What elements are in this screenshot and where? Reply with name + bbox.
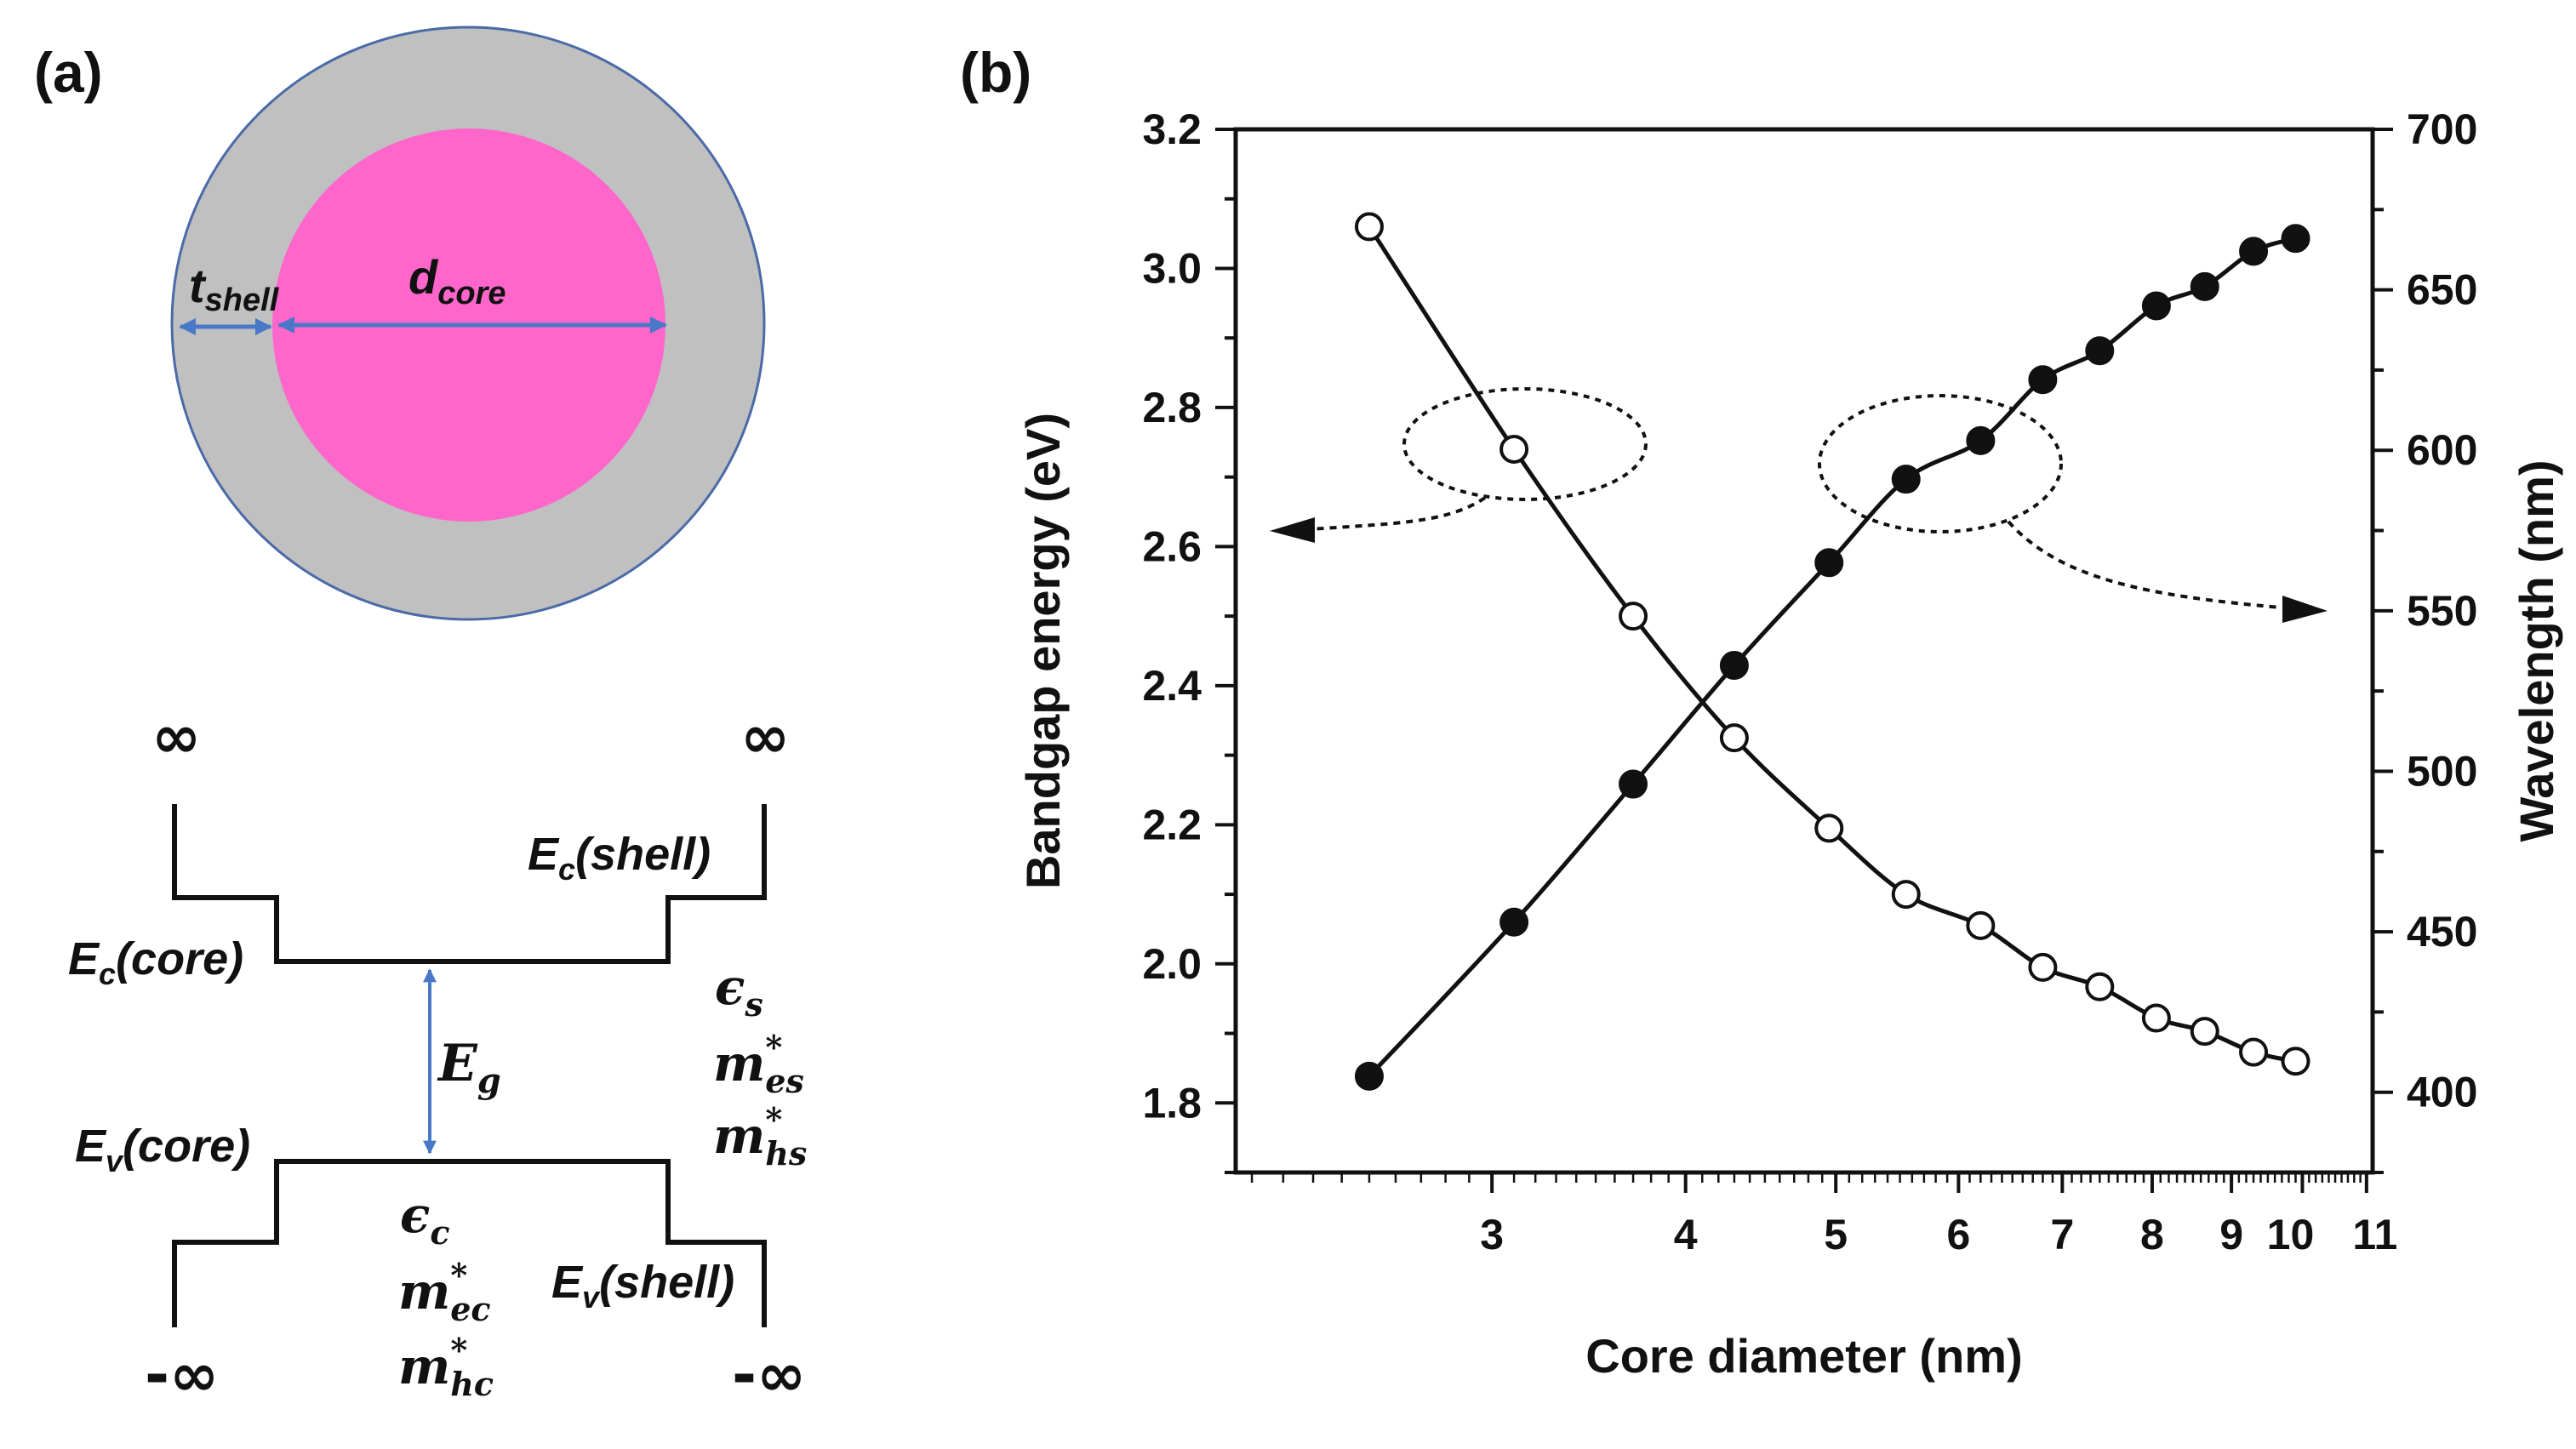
wavelength-point — [1719, 650, 1749, 680]
inf-top-left: ∞ — [151, 702, 201, 772]
wavelength-point — [2028, 365, 2058, 395]
eps-s-label: ϵs — [715, 958, 763, 1024]
y-right-axis-title: Wavelength (nm) — [2510, 459, 2563, 841]
bandgap-point — [2239, 1037, 2269, 1067]
panel-b: (b) 3 4 5 6 7 8 9 10 11 1.8 2.0 2.2 2.4 2.6 2.8 3.0 3.2 4… — [960, 41, 2563, 1383]
right-axis-arrowhead — [2282, 596, 2328, 623]
y-left-axis-title: Bandgap energy (eV) — [1016, 413, 1070, 889]
wavelength-point — [2085, 336, 2115, 366]
wavelength-point — [1814, 548, 1844, 578]
left-series-ellipse — [1402, 387, 1648, 501]
m-es-label: m* es — [713, 1028, 804, 1100]
bandgap-point — [1814, 813, 1844, 843]
bandgap-point — [2141, 1003, 2171, 1033]
x-tick-label: 5 — [1824, 1211, 1848, 1258]
x-tick-label: 9 — [2219, 1211, 2243, 1258]
bandgap-point — [2028, 952, 2058, 982]
ec-core-label: Ec(core) — [68, 933, 243, 991]
wavelength-point — [2281, 224, 2310, 254]
ev-core-label: Ev(core) — [75, 1121, 250, 1178]
chart: 3 4 5 6 7 8 9 10 11 1.8 2.0 2.2 2.4 2.6 2.8 3.0 3.2 400 45… — [1016, 106, 2563, 1383]
d-core-label: dcore — [408, 250, 506, 311]
bandgap-point — [2085, 972, 2115, 1001]
ec-shell-label: Ec(shell) — [528, 829, 711, 887]
m-hs-label: m* hs — [713, 1100, 807, 1172]
wavelength-point — [1354, 1061, 1384, 1091]
right-series-ellipse — [1818, 394, 2063, 533]
y-right-tick-label: 600 — [2407, 426, 2477, 474]
bandgap-point — [1499, 434, 1529, 464]
m-hc-label: m* hc — [398, 1331, 494, 1403]
y-left-tick-label: 1.8 — [1142, 1079, 1202, 1127]
inf-bottom-right: -∞ — [732, 1340, 806, 1410]
y-left-tick-label: 2.8 — [1142, 384, 1202, 431]
y-left-tick-label: 3.0 — [1142, 244, 1202, 292]
y-right-tick-label: 450 — [2407, 908, 2477, 956]
inf-bottom-left: -∞ — [145, 1340, 219, 1410]
bandgap-point — [1619, 602, 1648, 631]
right-axis-pointer — [2007, 520, 2282, 609]
x-tick-label: 6 — [1947, 1211, 1971, 1258]
ev-shell-label: Ev(shell) — [551, 1257, 734, 1315]
panel-b-label: (b) — [960, 41, 1031, 104]
bandgap-point — [2190, 1017, 2219, 1047]
band-diagram — [172, 804, 767, 1327]
eps-c-label: ϵc — [400, 1186, 449, 1252]
bandgap-point — [1719, 723, 1749, 753]
x-tick-label: 3 — [1480, 1211, 1504, 1258]
series-line-wavelength — [1368, 236, 2297, 1078]
inf-top-right: ∞ — [740, 702, 790, 772]
y-left-tick-label: 2.6 — [1142, 522, 1202, 570]
wavelength-point — [2141, 291, 2171, 321]
x-tick-label: 10 — [2267, 1211, 2315, 1258]
bandgap-point — [2281, 1047, 2310, 1076]
left-axis-arrowhead — [1270, 517, 1315, 543]
x-axis-title: Core diameter (nm) — [1585, 1329, 2022, 1383]
panel-a: (a) tshell dcore ∞ ∞ -∞ -∞ Ec(shell) Ec(… — [34, 26, 807, 1410]
wavelength-point — [2190, 271, 2219, 301]
x-tick-label: 4 — [1674, 1211, 1698, 1258]
valence-band-edge — [172, 1159, 767, 1327]
y-right-tick-label: 400 — [2407, 1069, 2477, 1116]
y-left-tick-label: 2.2 — [1142, 801, 1202, 848]
plot-frame — [1233, 127, 2375, 1175]
y-left-tick-label: 3.2 — [1142, 106, 1202, 153]
y-right-tick-label: 500 — [2407, 747, 2477, 795]
bandgap-point — [1354, 212, 1384, 242]
y-right-tick-label: 700 — [2407, 106, 2477, 153]
y-right-tick-label: 550 — [2407, 587, 2477, 635]
panel-a-label: (a) — [34, 41, 103, 104]
bandgap-point — [1891, 880, 1921, 910]
series-line-bandgap — [1367, 225, 2297, 1064]
t-shell-label: tshell — [189, 259, 280, 318]
wavelength-point — [1966, 425, 1996, 455]
conduction-band-edge — [172, 804, 767, 964]
bandgap-point — [1966, 910, 1996, 940]
y-left-tick-label: 2.4 — [1142, 662, 1202, 710]
y-right-tick-label: 650 — [2407, 266, 2477, 314]
x-tick-label: 8 — [2140, 1211, 2164, 1258]
x-tick-label: 7 — [2050, 1211, 2074, 1258]
wavelength-point — [1891, 465, 1921, 494]
wavelength-point — [2239, 237, 2269, 266]
x-tick-label: 11 — [2352, 1211, 2397, 1258]
left-axis-pointer — [1310, 496, 1487, 531]
m-ec-label: m* ec — [398, 1256, 491, 1328]
wavelength-point — [1499, 907, 1529, 937]
y-left-tick-label: 2.0 — [1142, 940, 1202, 988]
wavelength-point — [1619, 769, 1648, 799]
eg-label: Eg — [437, 1034, 501, 1101]
